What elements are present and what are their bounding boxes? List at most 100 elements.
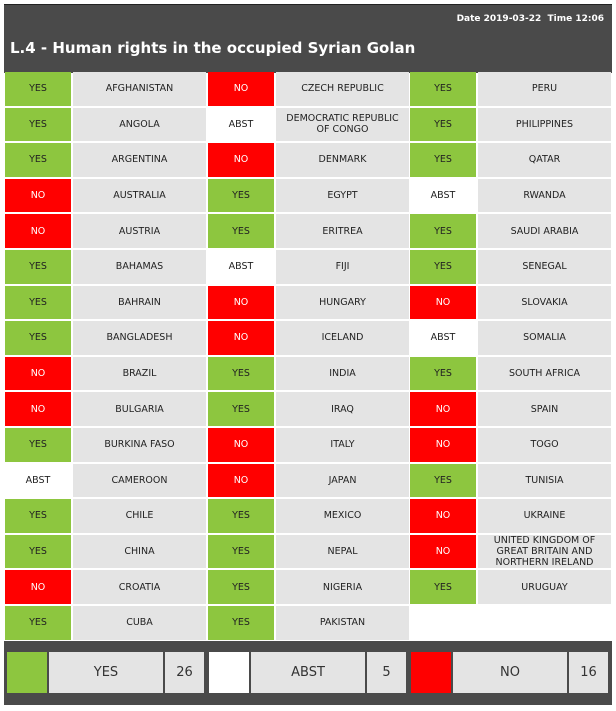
vote-cell: YES xyxy=(5,499,71,533)
vote-cell: ABST xyxy=(410,178,476,213)
vote-cell: ABST xyxy=(208,107,274,142)
country-cell: TOGO xyxy=(478,428,611,462)
vote-cell: NO xyxy=(208,72,274,106)
country-cell: NIGERIA xyxy=(276,570,409,604)
country-cell: SENEGAL xyxy=(478,250,611,284)
vote-cell: YES xyxy=(5,107,71,142)
country-cell: PERU xyxy=(478,72,611,106)
vote-cell: YES xyxy=(208,178,274,213)
country-cell: SOUTH AFRICA xyxy=(478,356,611,391)
vote-cell: YES xyxy=(208,356,274,391)
country-cell: BAHRAIN xyxy=(73,285,206,320)
country-cell: NEPAL xyxy=(276,534,409,569)
vote-cell: YES xyxy=(410,107,476,142)
vote-cell: YES xyxy=(5,321,71,355)
vote-cell: ABST xyxy=(208,250,274,284)
vote-cell: NO xyxy=(5,570,71,604)
legend-swatch xyxy=(411,652,451,693)
vote-cell: NO xyxy=(208,321,274,355)
vote-cell: YES xyxy=(208,534,274,569)
country-cell: INDIA xyxy=(276,356,409,391)
country-cell: TUNISIA xyxy=(478,463,611,498)
country-cell: RWANDA xyxy=(478,178,611,213)
vote-cell: YES xyxy=(5,606,71,640)
country-cell: CROATIA xyxy=(73,570,206,604)
total-count: 5 xyxy=(367,652,406,693)
total-count: 26 xyxy=(165,652,204,693)
country-cell: EGYPT xyxy=(276,178,409,213)
country-cell: DENMARK xyxy=(276,143,409,177)
country-cell: BANGLADESH xyxy=(73,321,206,355)
country-cell: CHINA xyxy=(73,534,206,569)
country-cell: JAPAN xyxy=(276,463,409,498)
title: L.4 - Human rights in the occupied Syria… xyxy=(10,39,416,57)
vote-cell: YES xyxy=(208,214,274,248)
country-cell: CHILE xyxy=(73,499,206,533)
country-cell: ARGENTINA xyxy=(73,143,206,177)
vote-cell: YES xyxy=(5,285,71,320)
vote-cell: ABST xyxy=(410,321,476,355)
vote-cell: NO xyxy=(410,285,476,320)
country-cell: BRAZIL xyxy=(73,356,206,391)
vote-cell: YES xyxy=(208,606,274,640)
vote-cell: YES xyxy=(208,499,274,533)
country-cell: IRAQ xyxy=(276,392,409,426)
total-label: YES xyxy=(49,652,163,693)
vote-cell: YES xyxy=(410,463,476,498)
vote-cell: NO xyxy=(208,463,274,498)
timestamp: Date 2019-03-22 Time 12:06 xyxy=(457,14,604,24)
vote-cell: YES xyxy=(410,356,476,391)
country-cell: MEXICO xyxy=(276,499,409,533)
country-cell: BURKINA FASO xyxy=(73,428,206,462)
vote-cell: YES xyxy=(5,250,71,284)
vote-cell: NO xyxy=(410,428,476,462)
total-label: NO xyxy=(453,652,567,693)
vote-cell: NO xyxy=(410,392,476,426)
country-cell: CAMEROON xyxy=(73,463,206,498)
country-cell: ANGOLA xyxy=(73,107,206,142)
vote-cell: NO xyxy=(208,285,274,320)
country-cell: SAUDI ARABIA xyxy=(478,214,611,248)
vote-cell: YES xyxy=(410,214,476,248)
country-cell: ITALY xyxy=(276,428,409,462)
country-cell: DEMOCRATIC REPUBLIC OF CONGO xyxy=(276,107,409,142)
legend-swatch xyxy=(7,652,47,693)
time: Time 12:06 xyxy=(547,14,605,24)
vote-cell: YES xyxy=(5,72,71,106)
vote-cell: YES xyxy=(5,143,71,177)
country-cell: AFGHANISTAN xyxy=(73,72,206,106)
vote-cell: NO xyxy=(208,428,274,462)
vote-cell: NO xyxy=(5,392,71,426)
vote-cell: NO xyxy=(410,499,476,533)
country-cell: FIJI xyxy=(276,250,409,284)
country-cell: CUBA xyxy=(73,606,206,640)
country-cell: QATAR xyxy=(478,143,611,177)
country-cell: SPAIN xyxy=(478,392,611,426)
country-cell: UKRAINE xyxy=(478,499,611,533)
vote-cell: NO xyxy=(5,356,71,391)
country-cell: ICELAND xyxy=(276,321,409,355)
country-cell: HUNGARY xyxy=(276,285,409,320)
vote-cell: ABST xyxy=(5,463,71,498)
vote-cell: YES xyxy=(5,534,71,569)
vote-cell: YES xyxy=(5,428,71,462)
country-cell: SLOVAKIA xyxy=(478,285,611,320)
vote-cell: NO xyxy=(5,214,71,248)
total-count: 16 xyxy=(569,652,608,693)
vote-cell: YES xyxy=(410,72,476,106)
vote-cell: YES xyxy=(410,250,476,284)
country-cell: URUGUAY xyxy=(478,570,611,604)
total-label: ABST xyxy=(251,652,365,693)
country-cell: PAKISTAN xyxy=(276,606,409,640)
country-cell: UNITED KINGDOM OF GREAT BRITAIN AND NORT… xyxy=(478,534,611,569)
header: Date 2019-03-22 Time 12:06 L.4 - Human r… xyxy=(4,4,612,73)
country-cell: BAHAMAS xyxy=(73,250,206,284)
legend-swatch xyxy=(209,652,249,693)
vote-cell: YES xyxy=(208,392,274,426)
country-cell: AUSTRIA xyxy=(73,214,206,248)
country-cell: AUSTRALIA xyxy=(73,178,206,213)
country-cell: SOMALIA xyxy=(478,321,611,355)
date: Date 2019-03-22 xyxy=(456,14,542,24)
country-cell: PHILIPPINES xyxy=(478,107,611,142)
